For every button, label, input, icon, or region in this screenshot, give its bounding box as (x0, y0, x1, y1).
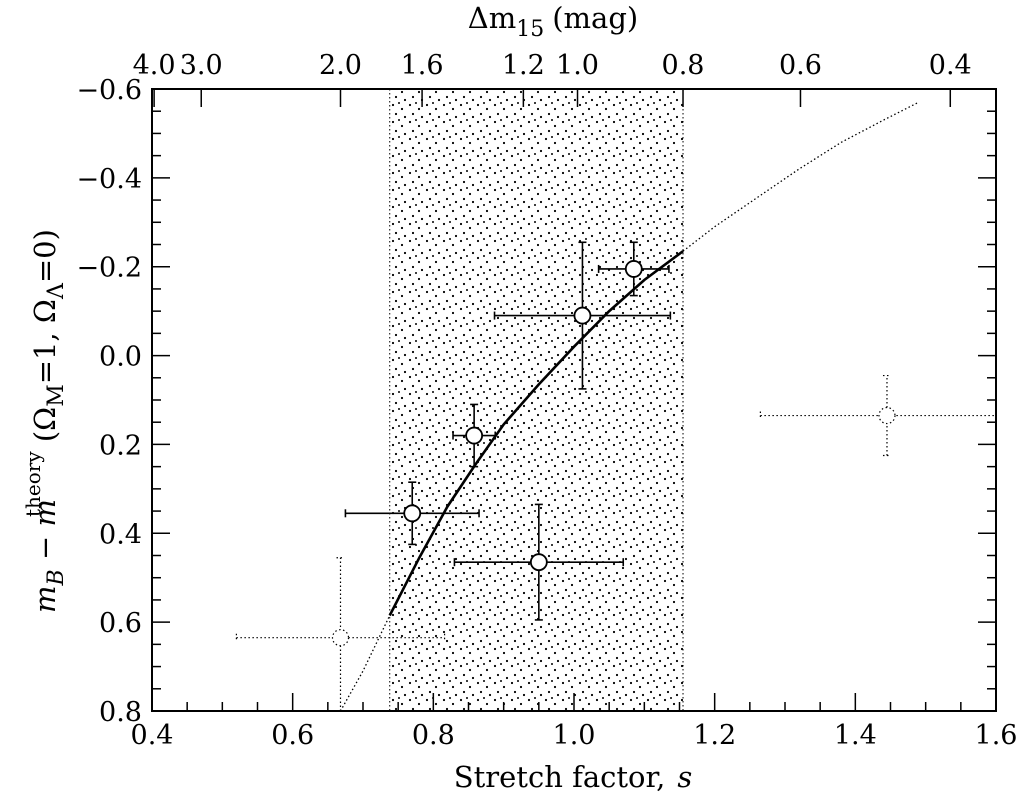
data-point-marker (878, 406, 896, 425)
y-tick-label: 0.0 (99, 342, 142, 373)
data-point-marker (573, 306, 592, 325)
top-tick-label: 0.8 (662, 50, 705, 81)
x-tick-label: 1.4 (834, 720, 877, 751)
x-tick-label: 1.2 (693, 720, 736, 751)
data-point-marker (624, 260, 643, 278)
x-tick-label: 0.6 (271, 720, 314, 751)
data-point-marker (403, 504, 422, 523)
y-tick-label: 0.6 (99, 608, 142, 639)
y-tick-label: −0.4 (76, 164, 142, 195)
data-point (453, 503, 625, 621)
x-axis-title: Stretch factor, s (454, 760, 693, 794)
y-tick-label: 0.4 (99, 519, 142, 550)
data-point (452, 403, 497, 468)
top-tick-label: 4.0 (133, 50, 176, 81)
x-tick-label: 0.4 (131, 720, 174, 751)
data-point-marker (331, 629, 350, 647)
y-tick-label: −0.6 (76, 75, 142, 106)
x-tick-label: 1.0 (553, 720, 596, 751)
top-tick-label: 1.6 (401, 50, 444, 81)
top-tick-label: 0.6 (779, 50, 822, 81)
fit-curve (388, 250, 684, 617)
y-tick-label: 0.8 (99, 697, 142, 728)
data-point (235, 557, 446, 711)
top-tick-label: 2.0 (319, 50, 362, 81)
fit-curve-extrapolated-high (682, 101, 919, 252)
data-point (759, 374, 996, 457)
shaded-region (389, 89, 684, 711)
fit-curve-extrapolated-low (339, 615, 391, 712)
data-point-marker (465, 426, 484, 445)
data-point (344, 481, 480, 546)
top-tick-label: 3.0 (180, 50, 223, 81)
x-tick-label: 1.6 (975, 720, 1018, 751)
y-tick-label: 0.2 (99, 430, 142, 461)
top-axis-title: Δm15 (mag) (468, 1, 638, 42)
y-axis-title: mB − mtheory (ΩM=1, ΩΛ=0) (21, 229, 69, 613)
data-point (493, 241, 672, 390)
top-tick-label: 1.0 (556, 50, 599, 81)
x-tick-label: 0.8 (412, 720, 455, 751)
data-point-marker (529, 553, 548, 572)
top-tick-label: 1.2 (502, 50, 545, 81)
y-tick-label: −0.2 (76, 253, 142, 284)
top-tick-label: 0.4 (929, 50, 972, 81)
data-point (597, 241, 670, 297)
